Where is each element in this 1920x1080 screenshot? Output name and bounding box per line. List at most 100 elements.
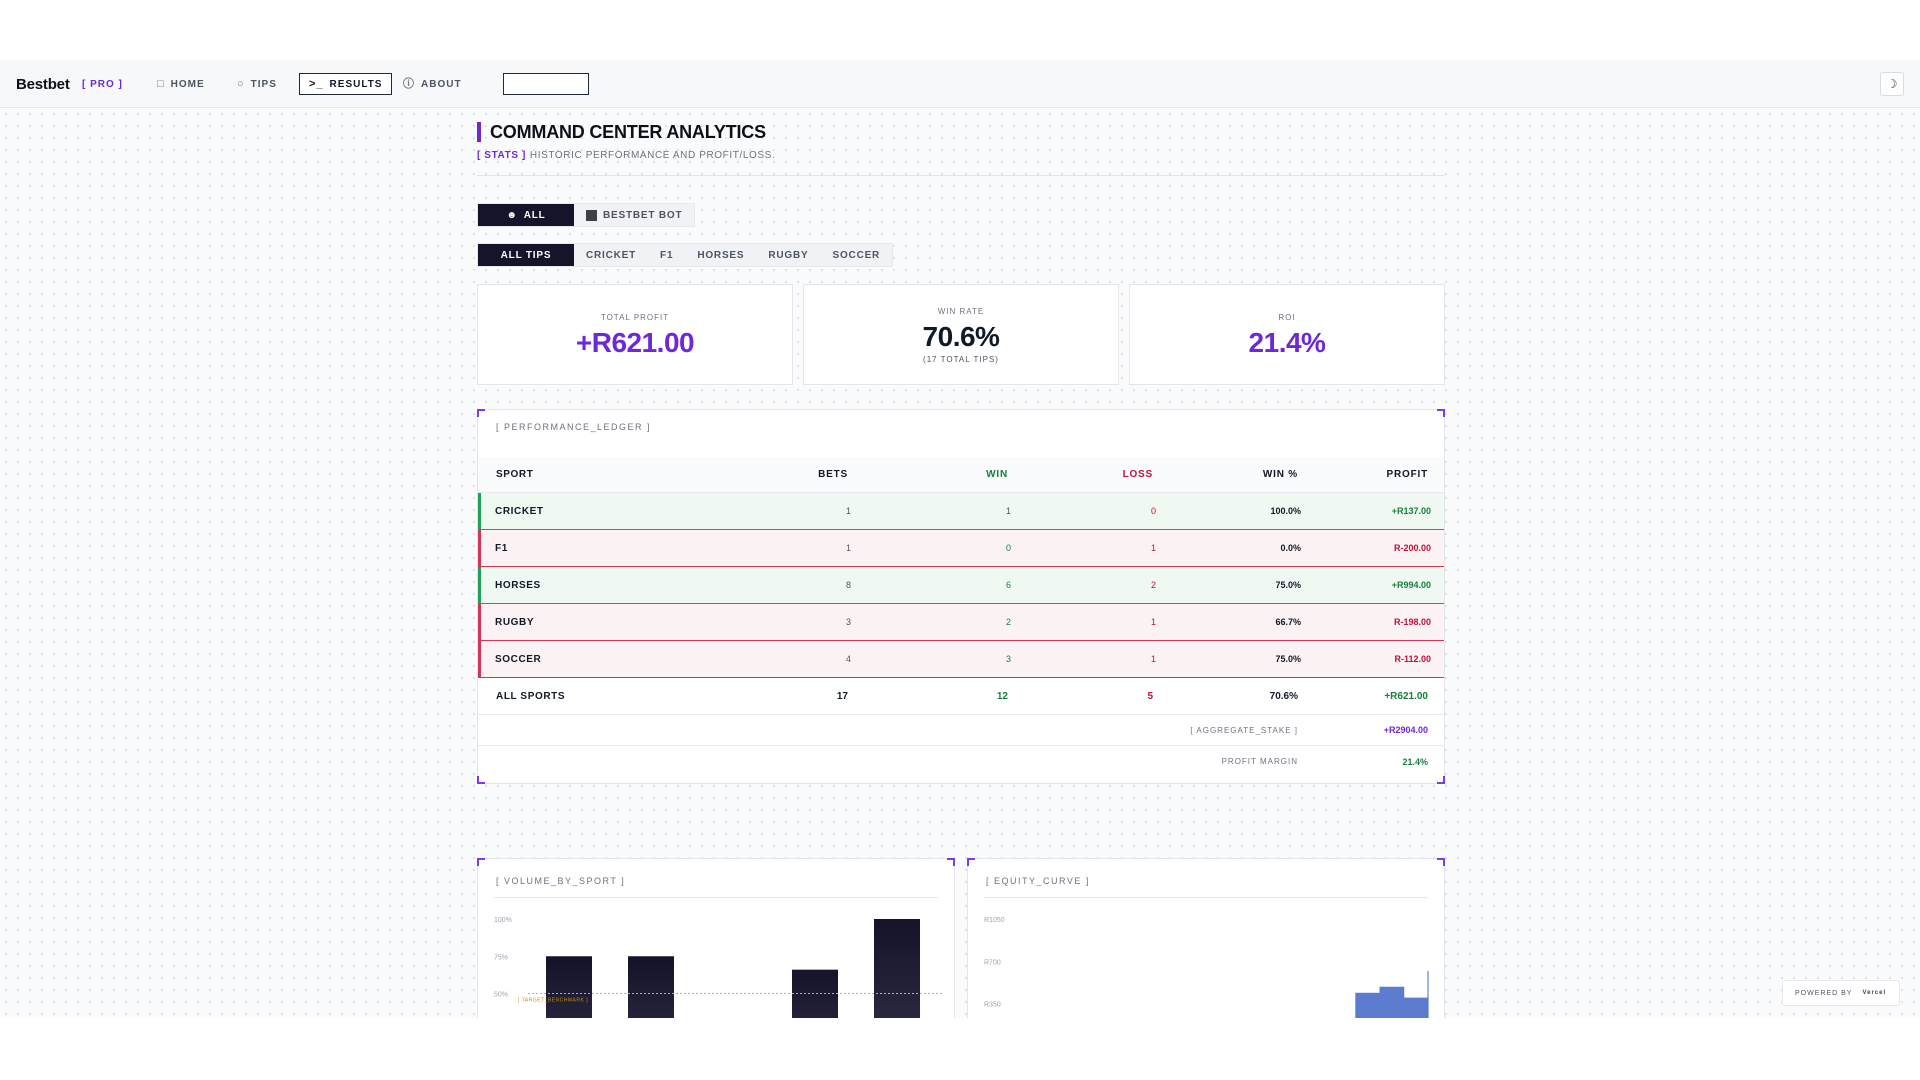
tab-rugby[interactable]: RUGBY	[768, 249, 809, 261]
tab-horses[interactable]: HORSES	[697, 249, 745, 261]
bar-f1[interactable]	[628, 956, 674, 1018]
cell-win-pct: 70.6%	[1269, 690, 1298, 702]
title-accent	[477, 122, 481, 142]
nav-home[interactable]: □ HOME	[148, 73, 214, 95]
benchmark-label: [ TARGET_BENCHMARK ]	[518, 998, 588, 1004]
nav-tips-label: TIPS	[250, 78, 277, 90]
page-title: COMMAND CENTER ANALYTICS	[490, 122, 766, 142]
sport-filter: ALL TIPS CRICKET F1 HORSES RUGBY SOCCER	[477, 243, 894, 267]
tab-soccer[interactable]: SOCCER	[832, 249, 881, 261]
profit-margin-value: 21.4%	[1402, 756, 1428, 767]
aggregate-stake-row: [ AGGREGATE_STAKE ] +R2904.00	[478, 715, 1444, 746]
aggregate-stake-value: +R2904.00	[1383, 725, 1428, 735]
cell-profit: R-198.00	[1393, 617, 1431, 627]
bot-icon	[586, 209, 597, 221]
user-icon: ☻	[513, 77, 526, 90]
cell-loss: 5	[1147, 690, 1153, 702]
y-tick-label: R700	[984, 959, 1001, 966]
cell-win-pct: 66.7%	[1275, 617, 1301, 627]
kpi-value: +R621.00	[575, 327, 695, 358]
cell-win-pct: 75.0%	[1275, 654, 1301, 664]
circle-icon: ○	[237, 77, 245, 90]
kpi-label: ROI	[1278, 313, 1296, 322]
tab-all-tips[interactable]: ALL TIPS	[478, 244, 574, 266]
user-icon: ☻	[506, 209, 518, 221]
kpi-label: WIN RATE	[937, 307, 985, 316]
table-row[interactable]: HORSES 8 6 2 75.0% +R994.00	[478, 567, 1444, 604]
col-bets: BETS	[818, 469, 848, 480]
volume-chart-title: [ VOLUME_BY_SPORT ]	[496, 876, 626, 886]
terminal-icon: >_	[309, 77, 324, 90]
header-divider	[477, 175, 1445, 176]
moon-icon: ☽	[1886, 77, 1898, 91]
nav-about[interactable]: ⓘ ABOUT	[394, 73, 471, 95]
vercel-logo: Vercel	[1862, 990, 1887, 996]
col-win: WIN	[986, 469, 1008, 480]
cell-win: 3	[1005, 654, 1011, 664]
cell-sport: CRICKET	[495, 505, 544, 517]
theme-toggle-button[interactable]: ☽	[1880, 72, 1904, 96]
bar-soccer[interactable]	[874, 919, 920, 1018]
nav-tips[interactable]: ○ TIPS	[228, 73, 286, 95]
bar-cricket[interactable]	[546, 956, 592, 1018]
corner-mark	[1437, 409, 1445, 417]
col-loss: LOSS	[1122, 469, 1153, 480]
cell-bets: 3	[845, 617, 851, 627]
kpi-value: 70.6%	[922, 321, 1000, 352]
powered-label: POWERED BY	[1795, 989, 1853, 997]
table-row[interactable]: F1 1 0 1 0.0% R-200.00	[478, 530, 1444, 567]
cell-sport: SOCCER	[495, 653, 542, 665]
cell-profit: +R137.00	[1391, 506, 1431, 516]
cell-sport: HORSES	[495, 579, 541, 591]
source-all-button[interactable]: ☻ ALL	[478, 204, 574, 226]
cell-bets: 4	[845, 654, 851, 664]
table-row[interactable]: SOCCER 4 3 1 75.0% R-112.00	[478, 641, 1444, 678]
cell-win-pct: 75.0%	[1275, 580, 1301, 590]
ledger-title: [ PERFORMANCE_LEDGER ]	[496, 422, 652, 432]
kpi-sub: (17 TOTAL TIPS)	[923, 355, 999, 364]
cell-loss: 0	[1150, 506, 1156, 516]
y-tick-label: 100%	[494, 917, 512, 924]
brand-logo[interactable]: Bestbet	[16, 76, 70, 93]
equity-chart-title: [ EQUITY_CURVE ]	[986, 876, 1090, 886]
cell-sport: RUGBY	[495, 616, 535, 628]
info-icon: ⓘ	[403, 77, 415, 90]
col-win-pct: WIN %	[1262, 469, 1298, 480]
cell-bets: 17	[836, 690, 848, 702]
tab-f1[interactable]: F1	[660, 249, 674, 261]
cell-loss: 1	[1150, 654, 1156, 664]
chart-divider	[984, 897, 1428, 898]
source-filter: ☻ ALL BESTBET BOT	[477, 203, 696, 227]
performance-ledger: [ PERFORMANCE_LEDGER ] SPORT BETS WIN LO…	[477, 409, 1445, 784]
source-bot-button[interactable]: BESTBET BOT	[574, 204, 694, 226]
cell-win: 6	[1005, 580, 1011, 590]
cell-win: 2	[1005, 617, 1011, 627]
cell-profit: R-112.00	[1394, 654, 1431, 664]
corner-mark	[477, 776, 485, 784]
corner-mark	[967, 858, 975, 866]
auth-button[interactable]: ☻ [ AUTH ]	[503, 73, 590, 95]
table-row[interactable]: CRICKET 1 1 0 100.0% +R137.00	[478, 493, 1444, 530]
cell-bets: 1	[845, 506, 851, 516]
cell-win: 0	[1005, 543, 1011, 553]
table-row[interactable]: RUGBY 3 2 1 66.7% R-198.00	[478, 604, 1444, 641]
source-all-label: ALL	[523, 209, 546, 221]
nav-results[interactable]: >_ RESULTS	[299, 73, 393, 95]
corner-mark	[477, 409, 485, 417]
powered-by-badge[interactable]: POWERED BY Vercel	[1782, 980, 1900, 1006]
profit-margin-row: PROFIT MARGIN 21.4%	[478, 746, 1444, 777]
corner-mark	[477, 858, 485, 866]
brand-tag: [ PRO ]	[82, 79, 123, 90]
cell-profit: +R994.00	[1391, 580, 1431, 590]
corner-mark	[1437, 776, 1445, 784]
table-header: SPORT BETS WIN LOSS WIN % PROFIT	[478, 457, 1444, 493]
cell-loss: 1	[1150, 617, 1156, 627]
nav-about-label: ABOUT	[421, 78, 462, 90]
cell-bets: 8	[845, 580, 851, 590]
kpi-total-profit: TOTAL PROFIT +R621.00	[477, 284, 793, 385]
tab-cricket[interactable]: CRICKET	[586, 249, 637, 261]
cell-win-pct: 100.0%	[1270, 506, 1301, 516]
bar-rugby[interactable]	[792, 969, 838, 1018]
cell-bets: 1	[845, 543, 851, 553]
kpi-roi: ROI 21.4%	[1129, 284, 1445, 385]
